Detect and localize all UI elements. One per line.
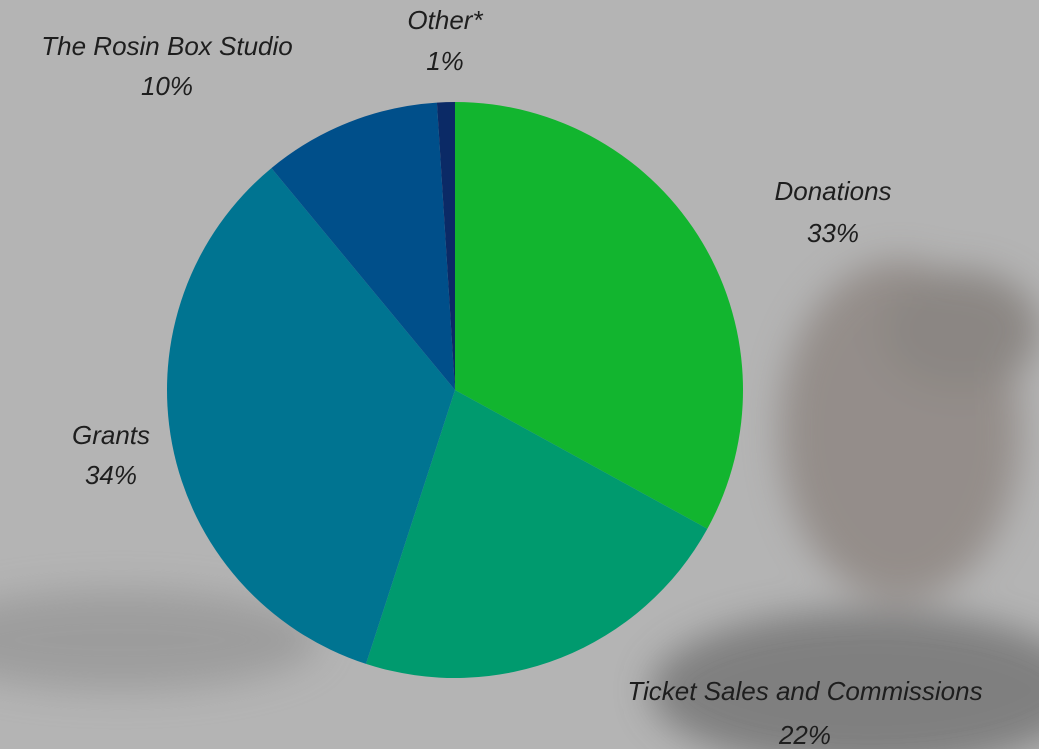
pie: [166, 102, 743, 679]
slice-value-label: 22%: [778, 720, 831, 749]
background-photo: [0, 260, 1039, 749]
slice-value-label: 34%: [85, 460, 137, 490]
labels: Donations 33% Ticket Sales and Commissions…: [41, 5, 982, 749]
slice-label: Ticket Sales and Commissions: [627, 676, 982, 706]
slice-label: Other*: [407, 5, 483, 35]
slice-value-label: 10%: [141, 71, 193, 101]
slice-label: Grants: [72, 420, 150, 450]
slice-value-label: 33%: [807, 218, 859, 248]
slice-value-label: 1%: [426, 46, 464, 76]
pie-slice: [366, 390, 708, 679]
slice-label: Donations: [774, 176, 891, 206]
pie-slice: [436, 102, 455, 390]
pie-slice: [455, 102, 743, 529]
slice-label: The Rosin Box Studio: [41, 31, 292, 61]
pie-slice: [271, 102, 455, 391]
pie-slice: [166, 168, 455, 664]
